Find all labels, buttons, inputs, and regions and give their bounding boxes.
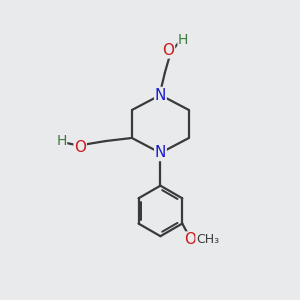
- Text: O: O: [184, 232, 196, 247]
- Text: O: O: [162, 43, 174, 58]
- Text: N: N: [155, 146, 166, 160]
- Text: N: N: [155, 88, 166, 103]
- Text: H: H: [56, 134, 67, 148]
- Text: O: O: [74, 140, 86, 155]
- Text: H: H: [178, 33, 188, 47]
- Text: CH₃: CH₃: [196, 233, 219, 246]
